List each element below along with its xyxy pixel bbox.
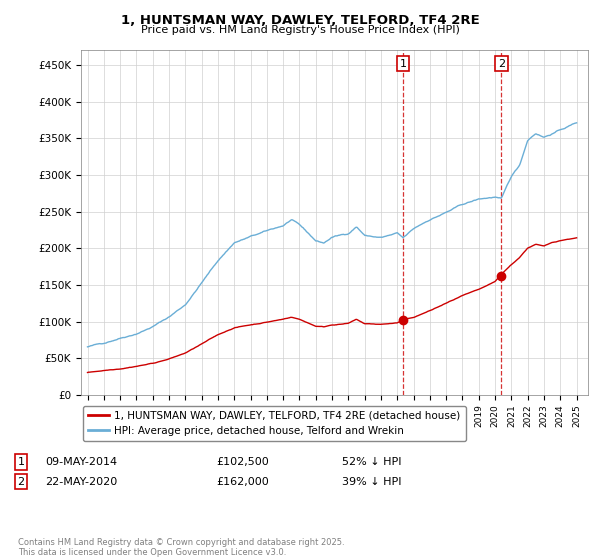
Text: £102,500: £102,500 [216,457,269,467]
Text: Price paid vs. HM Land Registry's House Price Index (HPI): Price paid vs. HM Land Registry's House … [140,25,460,35]
Text: 22-MAY-2020: 22-MAY-2020 [45,477,117,487]
Text: 52% ↓ HPI: 52% ↓ HPI [342,457,401,467]
Text: 1, HUNTSMAN WAY, DAWLEY, TELFORD, TF4 2RE: 1, HUNTSMAN WAY, DAWLEY, TELFORD, TF4 2R… [121,14,479,27]
Text: 09-MAY-2014: 09-MAY-2014 [45,457,117,467]
Text: 2: 2 [17,477,25,487]
Text: 39% ↓ HPI: 39% ↓ HPI [342,477,401,487]
Text: 1: 1 [400,59,407,68]
Text: £162,000: £162,000 [216,477,269,487]
Legend: 1, HUNTSMAN WAY, DAWLEY, TELFORD, TF4 2RE (detached house), HPI: Average price, : 1, HUNTSMAN WAY, DAWLEY, TELFORD, TF4 2R… [83,405,466,441]
Text: Contains HM Land Registry data © Crown copyright and database right 2025.
This d: Contains HM Land Registry data © Crown c… [18,538,344,557]
Text: 1: 1 [17,457,25,467]
Text: 2: 2 [498,59,505,68]
